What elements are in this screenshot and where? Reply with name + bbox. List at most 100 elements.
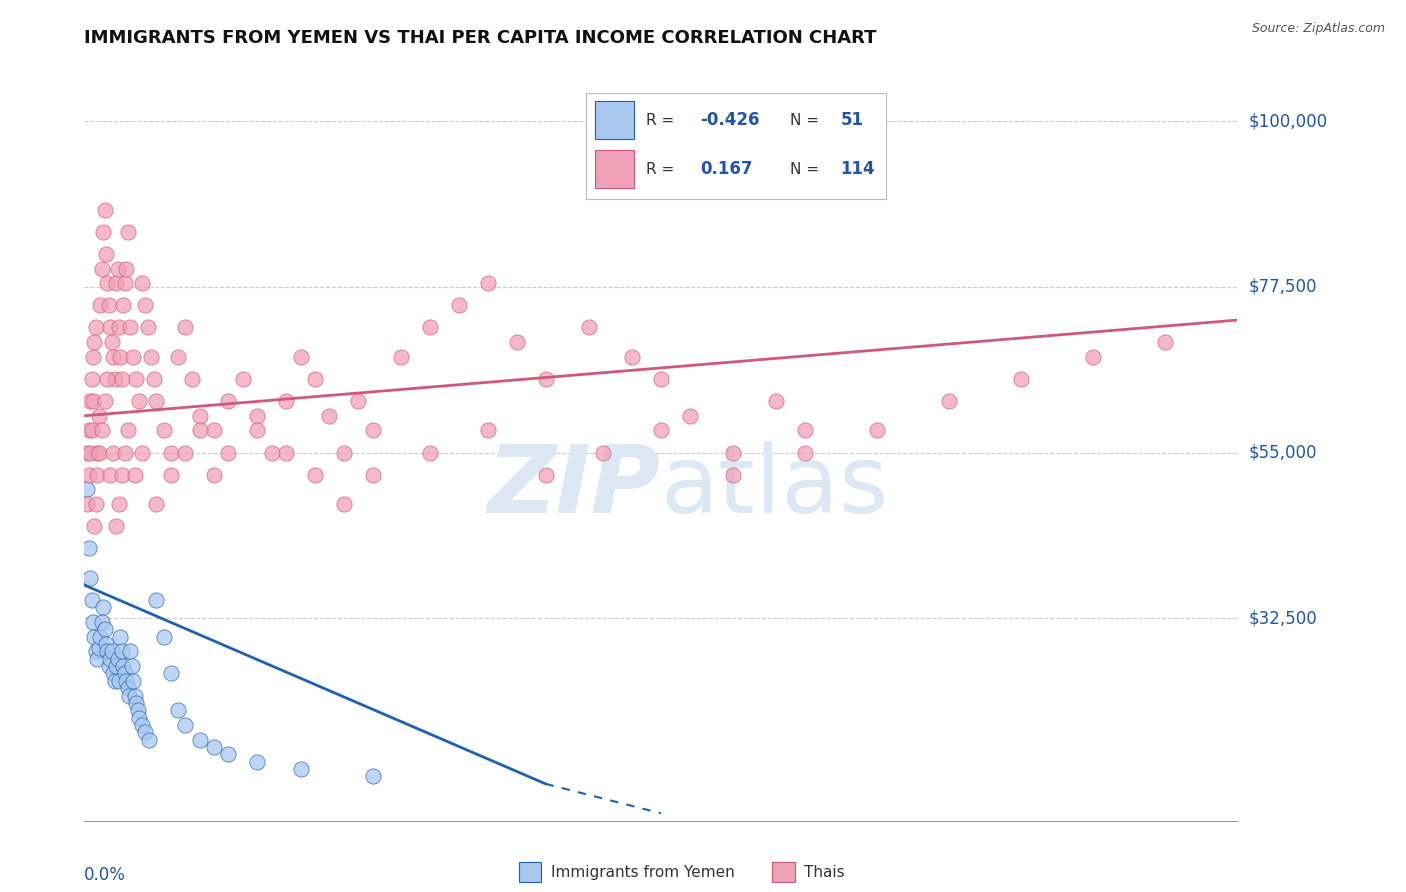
Text: 0.0%: 0.0% (84, 866, 127, 884)
Point (90, 424, 112, 438)
Point (160, 445, 183, 459)
Point (82, 350, 104, 364)
Point (83, 630, 105, 644)
Text: ZIP: ZIP (488, 441, 661, 533)
Point (114, 445, 136, 459)
Point (84, 320, 107, 334)
Point (76, 483, 98, 497)
Point (276, 394, 298, 409)
Point (89, 298, 111, 312)
Point (98, 467, 121, 482)
Point (361, 424, 384, 438)
Point (111, 644, 134, 658)
Point (202, 739, 225, 754)
Point (128, 394, 150, 409)
Point (115, 261, 138, 276)
Point (188, 409, 211, 423)
Point (534, 372, 557, 386)
Point (794, 424, 817, 438)
Point (621, 350, 644, 364)
Point (218, 445, 240, 459)
Point (110, 630, 132, 644)
Point (419, 320, 441, 334)
Point (105, 277, 128, 291)
Point (76, 497, 98, 511)
Point (96, 277, 118, 291)
Point (87, 445, 110, 459)
Point (152, 630, 174, 644)
Text: Immigrants from Yemen: Immigrants from Yemen (551, 865, 735, 880)
Point (90, 261, 112, 276)
Point (124, 467, 146, 482)
Point (246, 755, 269, 769)
Point (134, 298, 156, 312)
Point (91, 225, 114, 239)
Point (105, 519, 128, 533)
Point (347, 394, 370, 409)
Point (120, 320, 142, 334)
Point (93, 394, 115, 409)
Point (76, 445, 98, 459)
Point (98, 651, 121, 665)
Point (108, 320, 131, 334)
Point (145, 497, 167, 511)
Point (938, 394, 960, 409)
Point (1010, 372, 1032, 386)
Point (127, 703, 149, 717)
Point (134, 725, 156, 739)
Point (246, 424, 269, 438)
Point (104, 372, 127, 386)
Point (131, 445, 153, 459)
Point (188, 424, 211, 438)
Point (181, 372, 204, 386)
Point (105, 659, 128, 673)
Point (174, 320, 197, 334)
Point (721, 445, 744, 459)
Point (304, 372, 326, 386)
Point (160, 666, 183, 681)
Point (246, 409, 269, 423)
Point (107, 261, 129, 276)
Point (218, 747, 240, 762)
Point (139, 350, 162, 364)
Point (202, 467, 225, 482)
Point (80, 372, 103, 386)
Point (1083, 350, 1105, 364)
Point (103, 445, 124, 459)
Point (794, 445, 817, 459)
Point (276, 445, 298, 459)
Point (96, 644, 118, 658)
Point (94, 247, 117, 261)
Point (765, 394, 787, 409)
Point (80, 424, 103, 438)
Point (534, 467, 557, 482)
Point (145, 394, 167, 409)
Point (419, 445, 441, 459)
Point (89, 630, 111, 644)
Text: atlas: atlas (661, 441, 889, 533)
Point (202, 424, 225, 438)
Point (232, 372, 254, 386)
Point (77, 424, 100, 438)
Point (77, 541, 100, 556)
Point (84, 644, 107, 658)
Point (290, 350, 312, 364)
Point (87, 409, 110, 423)
Point (290, 762, 312, 776)
Point (111, 467, 134, 482)
Point (107, 651, 129, 665)
Point (650, 424, 672, 438)
Point (721, 467, 744, 482)
Point (117, 225, 139, 239)
Point (96, 372, 118, 386)
Point (77, 467, 100, 482)
Text: $77,500: $77,500 (1249, 278, 1317, 296)
Point (86, 651, 108, 665)
Point (79, 394, 101, 409)
Point (138, 732, 160, 747)
Point (160, 467, 183, 482)
Point (94, 637, 117, 651)
Point (578, 320, 600, 334)
Point (104, 673, 127, 688)
Point (97, 298, 120, 312)
